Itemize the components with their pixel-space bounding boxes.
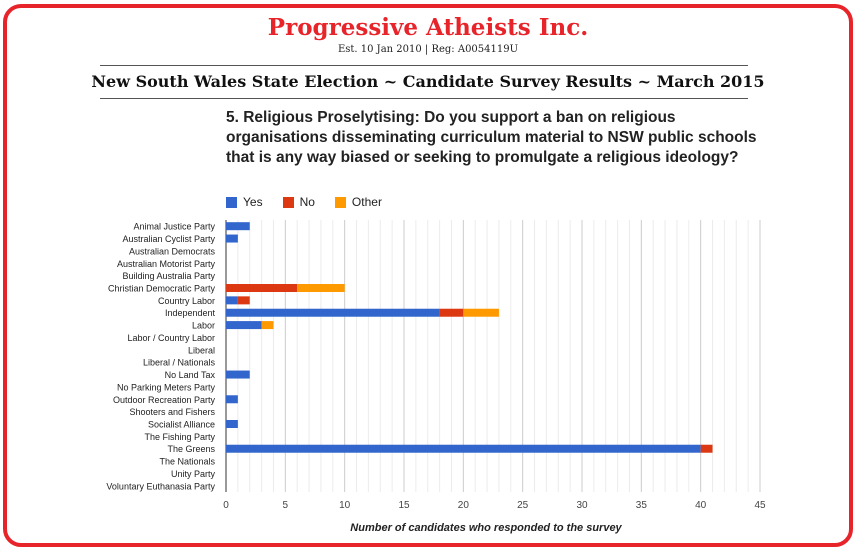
category-label: Australian Democrats <box>129 246 216 256</box>
bar-no <box>439 308 464 317</box>
category-label: No Land Tax <box>165 370 216 380</box>
category-label: Building Australia Party <box>122 271 215 281</box>
x-tick-label: 10 <box>339 500 351 511</box>
x-tick-label: 25 <box>517 500 529 511</box>
bar-yes <box>226 444 701 453</box>
bar-no <box>237 296 250 305</box>
bar-other <box>261 321 274 330</box>
category-label: Unity Party <box>171 469 216 479</box>
x-tick-label: 40 <box>695 500 707 511</box>
divider-bottom <box>100 98 748 99</box>
bar-yes <box>226 370 250 379</box>
legend-item-yes: Yes <box>226 195 263 209</box>
category-label: Labor <box>192 321 215 331</box>
x-axis-label: Number of candidates who responded to th… <box>350 522 622 534</box>
x-tick-label: 5 <box>283 500 289 511</box>
legend-swatch-other <box>334 196 346 208</box>
category-label: The Greens <box>167 444 215 454</box>
legend-swatch-no <box>282 196 294 208</box>
category-label: Australian Cyclist Party <box>122 234 215 244</box>
category-label: No Parking Meters Party <box>117 382 216 392</box>
category-label: Shooters and Fishers <box>129 407 215 417</box>
x-tick-label: 35 <box>636 500 648 511</box>
bar-yes <box>226 222 250 231</box>
category-label: Animal Justice Party <box>133 222 215 232</box>
bar-no <box>226 284 298 292</box>
chart-legend: Yes No Other <box>226 194 402 210</box>
x-tick-label: 45 <box>754 500 766 511</box>
survey-banner: New South Wales State Election ~ Candida… <box>91 72 765 91</box>
bar-yes <box>226 321 262 330</box>
category-label: Labor / Country Labor <box>127 333 215 343</box>
legend-label-no: No <box>299 195 315 209</box>
legend-item-other: Other <box>334 195 382 209</box>
category-label: Socialist Alliance <box>148 420 215 430</box>
legend-label-other: Other <box>351 195 382 209</box>
legend-swatch-yes <box>226 196 237 208</box>
bar-yes <box>226 308 440 317</box>
bar-other <box>297 284 345 292</box>
bars <box>226 222 713 453</box>
bar-yes <box>226 395 238 404</box>
category-label: Liberal / Nationals <box>143 358 216 368</box>
category-labels: Animal Justice Party Australian Cyclist P… <box>106 222 215 492</box>
category-label: Australian Motorist Party <box>117 259 216 269</box>
category-label: Outdoor Recreation Party <box>113 395 216 405</box>
category-label: Liberal <box>188 345 215 355</box>
category-label: Christian Democratic Party <box>108 284 216 294</box>
divider-top <box>100 65 748 66</box>
legend-item-no: No <box>282 195 315 209</box>
bar-no <box>700 444 713 453</box>
category-label: Country Labor <box>158 296 215 306</box>
category-label: Voluntary Euthanasia Party <box>106 481 215 491</box>
x-tick-label: 20 <box>458 500 470 511</box>
x-axis-ticks: 0 5 10 15 20 25 30 35 40 45 <box>223 500 766 511</box>
category-label: Independent <box>165 308 216 318</box>
bar-yes <box>226 420 238 428</box>
category-label: The Nationals <box>159 457 215 467</box>
bar-yes <box>226 234 238 243</box>
chart-title: 5. Religious Proselytising: Do you suppo… <box>226 109 757 166</box>
category-label: The Fishing Party <box>144 432 215 442</box>
org-name: Progressive Atheists Inc. <box>267 14 589 41</box>
bar-yes <box>226 296 238 305</box>
bar-other <box>463 308 499 317</box>
x-tick-label: 15 <box>398 500 410 511</box>
legend-label-yes: Yes <box>243 195 263 209</box>
x-tick-label: 30 <box>576 500 588 511</box>
x-tick-label: 0 <box>223 500 229 511</box>
org-details: Est. 10 Jan 2010 | Reg: A0054119U <box>337 44 519 55</box>
